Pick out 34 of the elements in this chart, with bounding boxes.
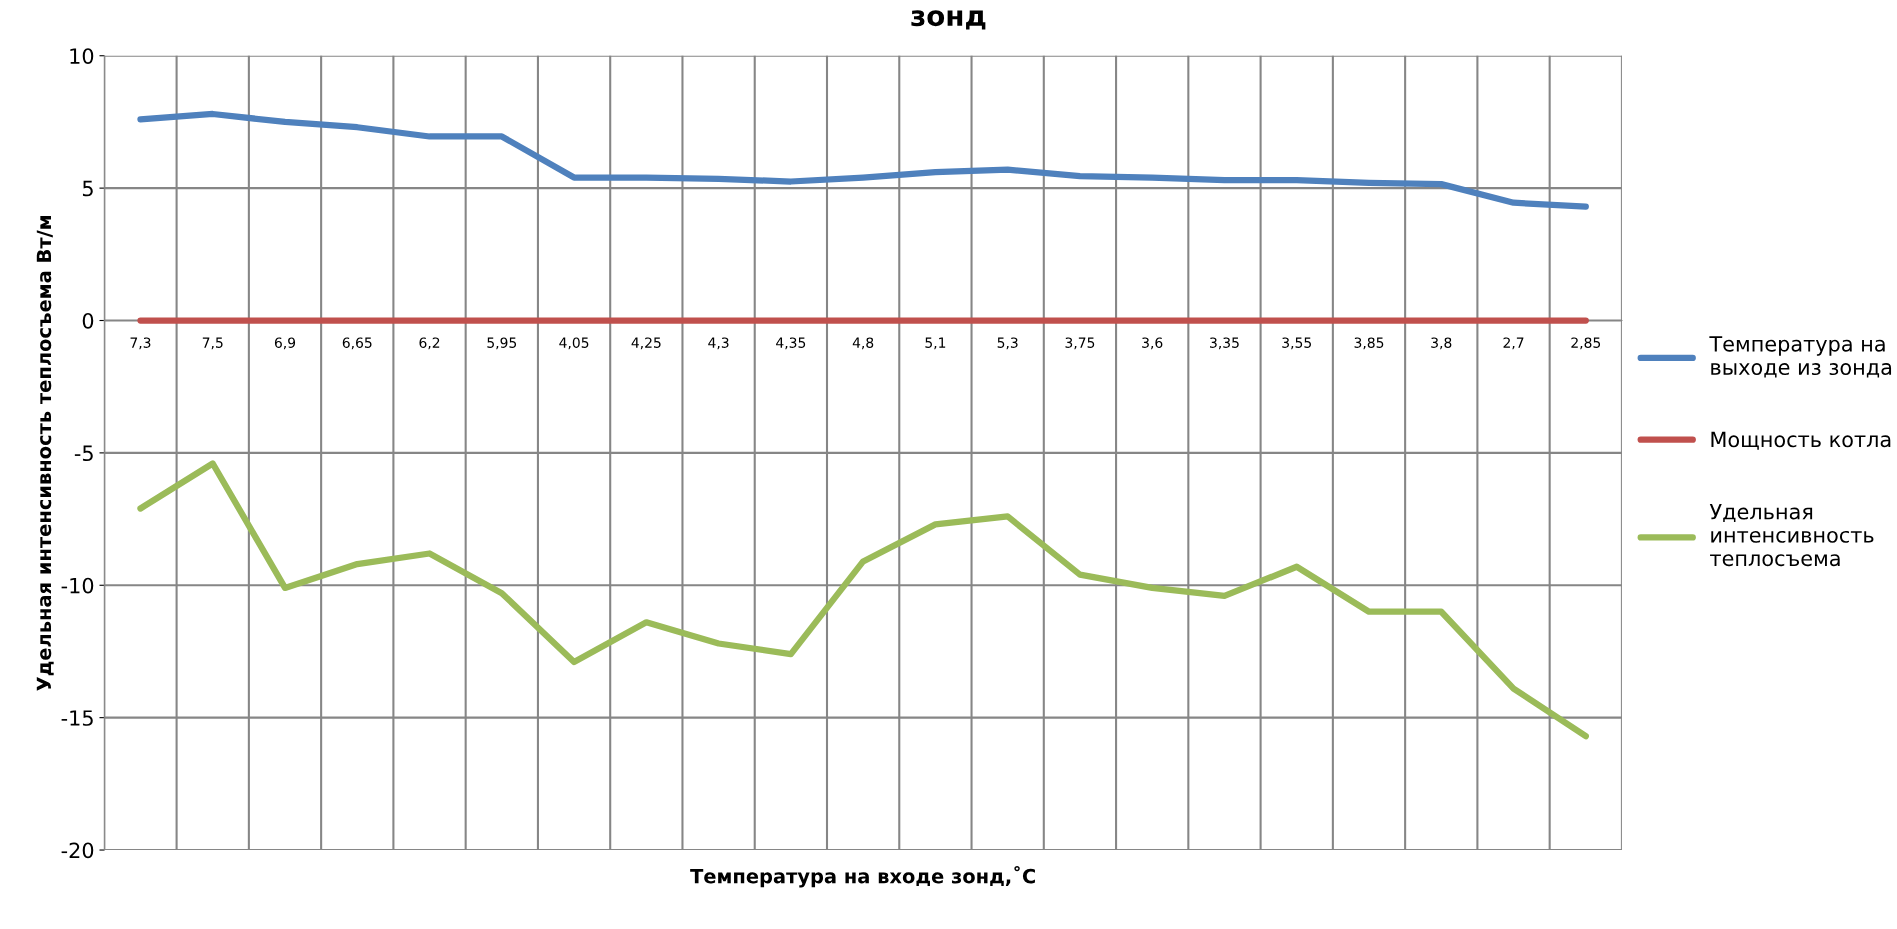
x-tick-label: 4,25	[631, 337, 661, 350]
x-tick-label: 2,7	[1503, 337, 1524, 350]
y-tick-label: 5	[82, 180, 93, 197]
x-tick-label: 3,85	[1354, 337, 1384, 350]
chart-title: зонд	[911, 10, 986, 30]
y-tick-label: 0	[82, 312, 94, 329]
x-axis-title: Температура на входе зонд,˚С	[690, 865, 1035, 888]
x-tick-label: 7,5	[202, 337, 223, 350]
x-tick-label: 2,85	[1571, 337, 1601, 350]
y-tick-label: -5	[74, 445, 93, 462]
x-tick-label: 7,3	[130, 337, 151, 350]
x-tick-label: 5,1	[925, 337, 946, 350]
legend-label: Мощность котла	[1711, 431, 1891, 450]
y-tick-label: -10	[61, 577, 94, 594]
y-tick-label: -20	[61, 842, 94, 859]
x-tick-label: 6,2	[419, 337, 440, 350]
y-tick-label: 10	[70, 48, 94, 64]
x-tick-label: 5,95	[487, 337, 517, 350]
x-tick-label: 3,35	[1210, 337, 1239, 350]
x-tick-label: 3,8	[1431, 337, 1452, 350]
legend-label: Удельная интенсивность теплосъема	[1709, 504, 1874, 567]
x-tick-label: 4,35	[776, 337, 806, 350]
x-tick-label: 4,8	[852, 337, 874, 350]
y-tick-label: -15	[61, 710, 93, 726]
x-tick-label: 6,9	[274, 337, 296, 350]
x-tick-label: 3,75	[1065, 337, 1095, 350]
x-tick-label: 6,65	[342, 337, 372, 350]
x-tick-label: 3,55	[1282, 337, 1311, 350]
x-tick-label: 3,6	[1142, 337, 1163, 350]
legend-label: Температура на выходе из зонда	[1709, 336, 1892, 378]
x-tick-label: 4,3	[708, 337, 729, 350]
y-axis-title: Удельная интенсивность теплосъема Вт/м	[36, 216, 54, 691]
x-tick-label: 5,3	[997, 337, 1018, 350]
x-tick-label: 4,05	[559, 337, 589, 350]
